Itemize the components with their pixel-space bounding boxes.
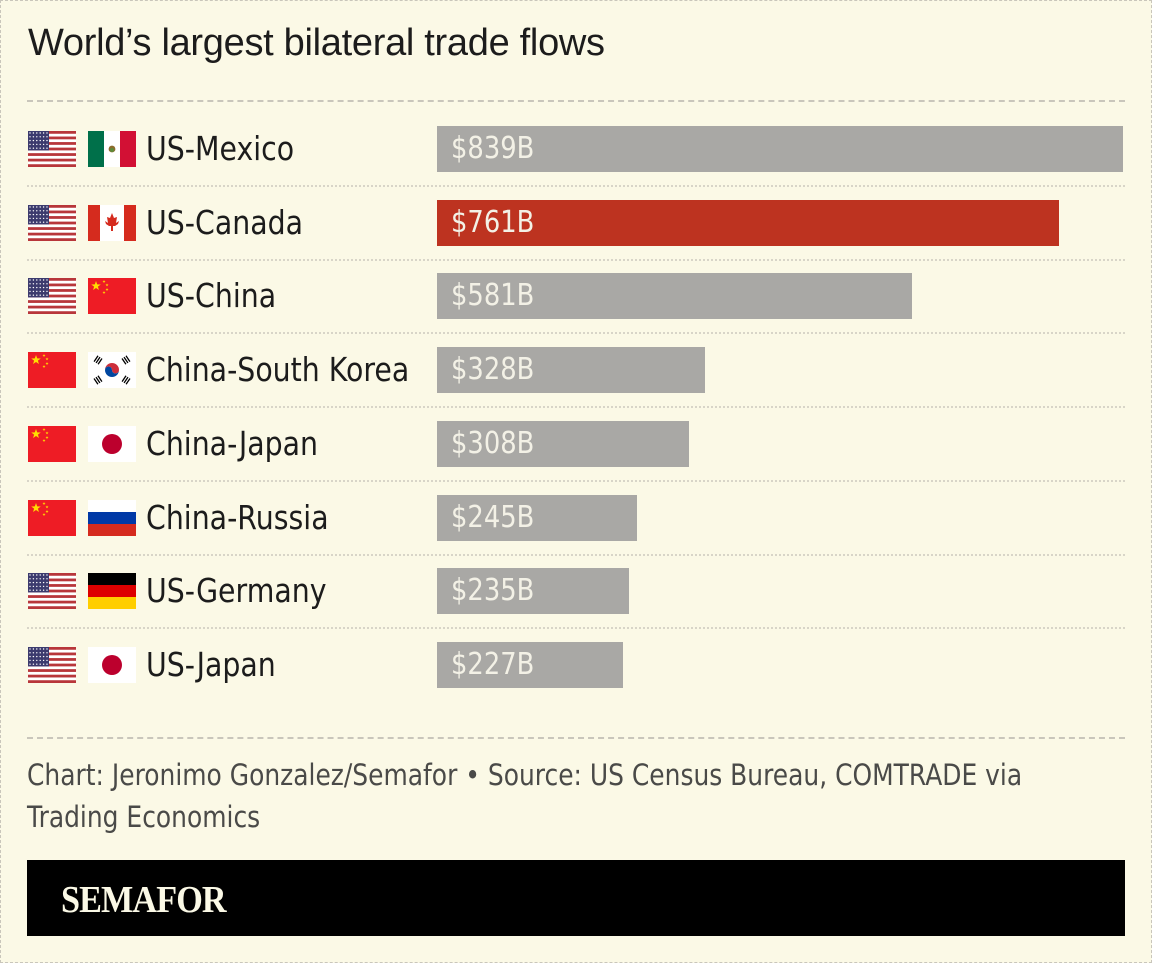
row-separator (27, 479, 1125, 482)
china-flag-icon (88, 278, 136, 315)
value-label: $581B (451, 278, 535, 314)
value-label: $308B (451, 425, 535, 461)
us-flag-icon (28, 278, 76, 315)
value-label: $235B (451, 573, 535, 609)
south-korea-flag-icon (88, 352, 136, 389)
category-label: China-Russia (146, 497, 329, 537)
us-flag-icon (28, 204, 76, 241)
bar-us-canada (437, 199, 1060, 246)
value-label: $245B (451, 499, 535, 535)
japan-flag-icon (88, 646, 136, 683)
bottom-divider (27, 737, 1125, 739)
row-separator (27, 406, 1125, 409)
bar-china-russia (437, 494, 638, 541)
bar-us-japan (437, 641, 623, 688)
value-label: $328B (451, 352, 535, 388)
source-footnote: Chart: Jeronimo Gonzalez/Semafor • Sourc… (27, 758, 1023, 834)
category-label: US-Mexico (146, 129, 295, 168)
row-separator (27, 258, 1125, 261)
value-label: $839B (451, 131, 535, 166)
china-flag-icon (28, 352, 76, 389)
row-separator (27, 627, 1125, 630)
bar-china-japan (437, 420, 689, 467)
china-flag-icon (28, 499, 76, 536)
brand-bar: SEMAFOR (27, 860, 1125, 936)
germany-flag-icon (88, 573, 136, 610)
category-label: China-Japan (146, 423, 319, 463)
row-separator (27, 553, 1125, 556)
japan-flag-icon (88, 425, 136, 462)
china-flag-icon (28, 425, 76, 462)
mexico-flag-icon (88, 131, 136, 167)
bar-us-germany (437, 568, 630, 615)
category-label: US-Canada (146, 202, 304, 242)
category-label: US-Germany (146, 571, 327, 611)
category-label: China-South Korea (146, 350, 410, 390)
top-divider (27, 100, 1125, 102)
bar-us-china (437, 273, 913, 320)
us-flag-icon (28, 131, 76, 167)
bar-china-south-korea (437, 347, 706, 394)
us-flag-icon (28, 573, 76, 610)
chart-title: World’s largest bilateral trade flows (28, 22, 605, 64)
row-separator (27, 332, 1125, 335)
us-flag-icon (28, 646, 76, 683)
category-label: US-China (146, 276, 277, 316)
semafor-logo: SEMAFOR (61, 879, 227, 921)
canada-flag-icon (88, 204, 136, 241)
category-label: US-Japan (146, 644, 276, 684)
value-label: $227B (451, 646, 535, 682)
russia-flag-icon (88, 499, 136, 536)
bar-us-mexico (437, 126, 1123, 172)
value-label: $761B (451, 204, 535, 240)
row-separator (27, 185, 1125, 187)
